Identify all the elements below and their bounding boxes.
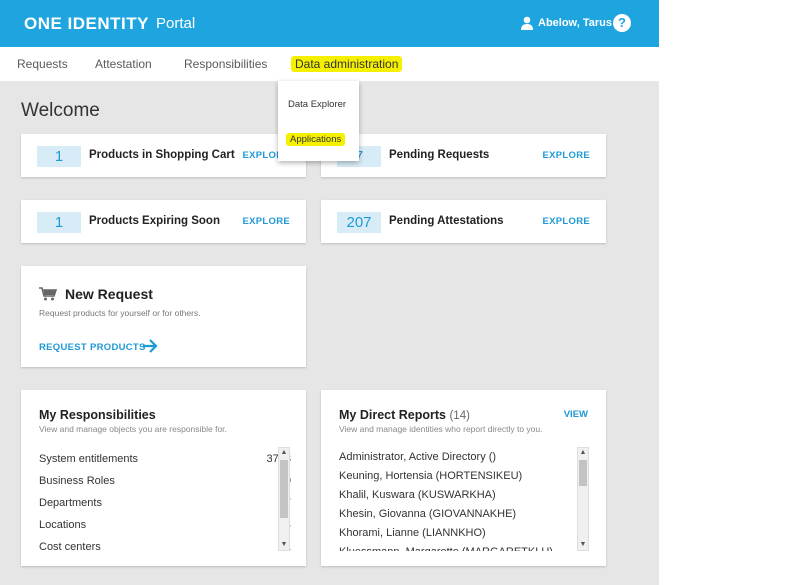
tile-shopping-cart[interactable]: 1 Products in Shopping Cart EXPLORE xyxy=(21,134,306,177)
list-item[interactable]: Kluessmann, Margarette (MARGARETKLU) xyxy=(339,543,571,551)
my-direct-reports-card: My Direct Reports (14) VIEW View and man… xyxy=(321,390,606,566)
item-label: Business Roles xyxy=(39,475,115,487)
request-products-link[interactable]: REQUEST PRODUCTS xyxy=(39,342,146,353)
item-label: System entitlements xyxy=(39,453,139,465)
scroll-thumb[interactable] xyxy=(579,460,587,486)
direct-reports-subtitle: View and manage identities who report di… xyxy=(339,424,543,434)
direct-reports-scrollbar[interactable]: ▲ ▼ xyxy=(577,447,589,551)
explore-link[interactable]: EXPLORE xyxy=(542,216,590,227)
direct-reports-title: My Direct Reports (14) xyxy=(339,408,470,422)
new-request-card: New Request Request products for yoursel… xyxy=(21,266,306,367)
explore-link[interactable]: EXPLORE xyxy=(542,150,590,161)
user-menu[interactable]: Abelow, Tarus xyxy=(521,16,612,30)
responsibilities-list: System entitlements3788 Business Roles10… xyxy=(39,448,291,558)
tile-label: Products Expiring Soon xyxy=(89,215,220,227)
user-name: Abelow, Tarus xyxy=(538,17,612,29)
list-item[interactable]: Khesin, Giovanna (GIOVANNAKHE) xyxy=(339,508,517,520)
tile-expiring-soon[interactable]: 1 Products Expiring Soon EXPLORE xyxy=(21,200,306,243)
item-label: Departments xyxy=(39,497,102,509)
scroll-thumb[interactable] xyxy=(280,460,288,518)
tile-pending-requests[interactable]: 7 Pending Requests EXPLORE xyxy=(321,134,606,177)
page-title: Welcome xyxy=(21,100,100,121)
explore-link[interactable]: EXPLORE xyxy=(242,216,290,227)
nav-responsibilities[interactable]: Responsibilities xyxy=(184,57,268,71)
scroll-down-icon[interactable]: ▼ xyxy=(280,541,288,548)
direct-reports-title-text: My Direct Reports xyxy=(339,408,446,422)
responsibilities-title: My Responsibilities xyxy=(39,408,156,422)
tile-count: 1 xyxy=(37,212,81,233)
explore-link[interactable]: EXPLORE xyxy=(242,150,290,161)
list-item[interactable]: Locations4 xyxy=(39,514,291,536)
list-item[interactable]: Khalil, Kuswara (KUSWARKHA) xyxy=(339,489,496,501)
portal-title: Portal xyxy=(156,15,196,32)
help-icon[interactable]: ? xyxy=(613,14,631,32)
header-bar: ONE IDENTITY Portal Abelow, Tarus ? xyxy=(0,0,659,47)
list-item[interactable]: Keuning, Hortensia (HORTENSIKEU) xyxy=(339,470,523,482)
item-label: Cost centers xyxy=(39,541,101,553)
main-nav: Requests Attestation Responsibilities Da… xyxy=(0,47,659,81)
direct-reports-list: Administrator, Active Directory () Keuni… xyxy=(339,448,571,551)
user-icon xyxy=(521,16,533,30)
arrow-right-icon[interactable] xyxy=(142,339,158,353)
shopping-cart-icon xyxy=(39,287,57,301)
tile-label: Pending Attestations xyxy=(389,215,504,227)
list-item[interactable]: Cost centers1 xyxy=(39,536,291,558)
tile-label: Pending Requests xyxy=(389,149,490,161)
menu-item-data-explorer[interactable]: Data Explorer xyxy=(288,99,347,110)
list-item[interactable]: Business Roles10 xyxy=(39,470,291,492)
tile-count: 207 xyxy=(337,212,381,233)
new-request-title: New Request xyxy=(65,286,153,302)
new-request-subtitle: Request products for yourself or for oth… xyxy=(39,308,201,318)
list-item[interactable]: Departments7 xyxy=(39,492,291,514)
scroll-up-icon[interactable]: ▲ xyxy=(280,449,288,456)
scroll-up-icon[interactable]: ▲ xyxy=(579,449,587,456)
nav-requests[interactable]: Requests xyxy=(17,57,68,71)
view-link[interactable]: VIEW xyxy=(563,409,588,420)
list-item[interactable]: System entitlements3788 xyxy=(39,448,291,470)
tile-count: 1 xyxy=(37,146,81,167)
item-label: Locations xyxy=(39,519,87,531)
nav-data-administration[interactable]: Data administration xyxy=(291,56,403,72)
responsibilities-subtitle: View and manage objects you are responsi… xyxy=(39,424,227,434)
nav-attestation[interactable]: Attestation xyxy=(95,57,152,71)
my-responsibilities-card: My Responsibilities View and manage obje… xyxy=(21,390,306,566)
data-administration-menu: Data Explorer Applications xyxy=(278,81,359,161)
tile-label: Products in Shopping Cart xyxy=(89,149,235,161)
scroll-down-icon[interactable]: ▼ xyxy=(579,541,587,548)
direct-reports-count: (14) xyxy=(449,410,470,422)
list-item[interactable]: Administrator, Active Directory () xyxy=(339,451,497,463)
one-identity-logo[interactable]: ONE IDENTITY xyxy=(24,14,150,33)
dashboard-content: Welcome 1 Products in Shopping Cart EXPL… xyxy=(0,81,659,585)
responsibilities-scrollbar[interactable]: ▲ ▼ xyxy=(278,447,290,551)
list-item[interactable]: Khorami, Lianne (LIANNKHO) xyxy=(339,527,486,539)
menu-item-applications[interactable]: Applications xyxy=(286,133,346,146)
tile-pending-attestations[interactable]: 207 Pending Attestations EXPLORE xyxy=(321,200,606,243)
